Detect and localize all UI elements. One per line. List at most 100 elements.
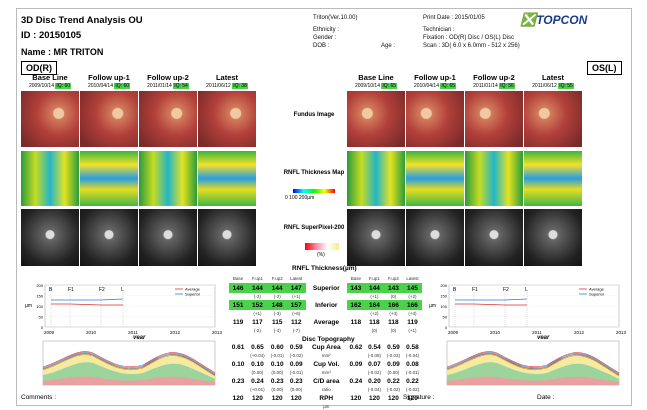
report-title: 3D Disc Trend Analysis OU [21,15,143,26]
rnfl-thickness-map [524,151,582,206]
visit-mark: F1 [472,287,478,293]
superpixel-unit: (%) [317,252,325,258]
os-delta [384,403,403,410]
od-value: 115 [271,318,283,326]
od-tsnit-plot [42,340,216,386]
superpixel-image [465,209,523,266]
topcon-logo: ❎TOPCON [520,12,588,27]
x-tick: 2011 [128,330,138,335]
gender: Gender : [313,35,337,41]
exam-date: 2011/01/14 [473,83,498,89]
os-delta: (-0.03) [386,353,401,358]
print-date: Print Date : 2015/01/05 [423,15,485,21]
od-delta: (0.00) [290,387,303,392]
thickness-scale [293,189,335,193]
y-tick: 0 [41,325,44,330]
superpixel-image [198,209,256,266]
table-header: Latest [290,275,303,281]
os-delta [347,352,365,359]
os-delta: (-0.01) [405,370,420,375]
tsnit-series [446,351,620,374]
os-value: 120 [387,394,399,402]
od-col-date: 2011/06/12 IQ: 38 [198,83,256,89]
os-value: 0.59 [387,343,400,351]
table-header: F.up2 [271,275,283,281]
y-tick: 0 [445,325,448,330]
od-col-date: 2010/04/14 IQ: 60 [80,83,138,89]
y-axis-label: µm [25,303,32,309]
rnfl-thickness-map [347,151,405,206]
table-header [306,273,347,283]
exam-date: 2009/10/14 [28,83,54,89]
od-delta [229,310,247,317]
od-label: OD(R) [21,61,57,75]
os-value: 162 [346,300,365,310]
row-unit [306,310,347,317]
od-delta [229,386,247,393]
y-tick: 100 [440,304,447,309]
od-delta [229,293,247,300]
od-delta: (-0.02) [289,353,303,358]
os-value: 118 [388,318,399,326]
os-delta: (+1) [408,328,417,333]
os-delta: (-0.04) [405,353,420,358]
y-tick: 50 [39,315,44,320]
os-value: 0.07 [368,360,381,368]
superpixel-image [21,209,79,266]
od-value: 0.09 [289,360,303,368]
tsnit-series [42,354,216,377]
date-label: Date : [537,394,555,401]
os-delta: (0) [371,328,378,333]
od-delta [229,327,247,334]
average-series [455,303,527,306]
x-tick: 2011 [532,330,542,335]
superior-series [51,298,124,301]
od-delta: (-2) [253,328,261,333]
superpixel-image [406,209,464,266]
image-quality: IQ: 54 [173,83,189,89]
visit-mark: L [121,287,124,293]
rnfl-map-label: RNFL Thickness Map [283,170,345,176]
legend-label: Superior [185,292,201,297]
od-value: 112 [290,318,302,326]
od-delta: (0.00) [271,387,284,392]
y-tick: 200 [440,283,447,288]
os-delta: (+4) [408,311,417,316]
legend-label: Average [185,287,201,292]
y-tick: 150 [36,294,43,299]
row-unit: mm² [321,353,331,358]
od-delta: (-2) [253,294,261,299]
os-value: 164 [364,300,384,310]
visit-mark: L [525,287,528,293]
os-delta [365,403,384,410]
logo-mark-icon: ❎ [520,12,537,27]
od-value: 146 [229,283,248,293]
fixation: Fixation : OD(R) Disc / OS(L) Disc [423,35,515,41]
superpixel-scale [305,243,339,250]
od-value: 0.24 [251,377,264,385]
od-value: 151 [229,300,248,310]
age: Age : [381,43,396,49]
row-label: Inferior [315,301,338,309]
row-unit [306,327,347,334]
os-value: 0.54 [368,343,381,351]
legend-label: Superior [589,292,605,297]
os-value: 118 [369,318,380,326]
od-delta: (+6) [292,311,301,316]
od-delta: (0.00) [271,370,284,375]
row-label: Cup Area [311,343,341,351]
disc-topography-title: Disc Topography [302,336,355,343]
os-delta: (-0.02) [405,387,420,392]
os-delta: (-0.02) [386,387,401,392]
od-value: 0.59 [289,343,303,351]
row-unit [306,293,347,300]
y-tick: 150 [440,294,447,299]
x-axis-label: year [536,335,550,339]
fundus-label: Fundus Image [293,112,335,118]
od-delta: (+1) [253,311,262,316]
od-value: 148 [267,300,287,310]
scale-ticks: 0 100 200µm [285,195,315,201]
report-page: 3D Disc Trend Analysis OU ID : 20150105 … [16,8,632,409]
normal-band-red [43,376,215,385]
